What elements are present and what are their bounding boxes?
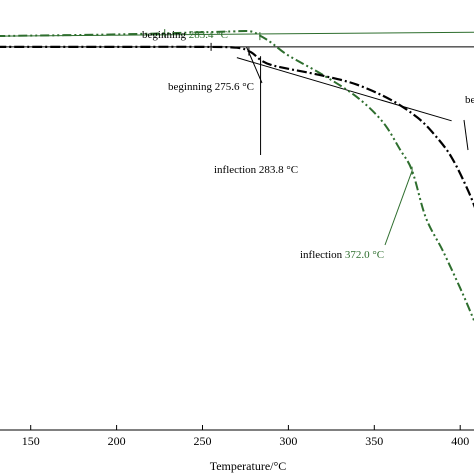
leader-beginning-right [463, 119, 469, 151]
annotation-label: inflection [214, 164, 259, 176]
series-line-green [0, 29, 474, 324]
annotation-label: inflection [300, 249, 345, 261]
annotation-beginning-1: beginning 275.6 °C [168, 81, 254, 93]
x-tick-label: 350 [365, 434, 383, 448]
tick-markers [164, 29, 413, 175]
annotation-value: 283.4 °C [189, 29, 228, 41]
annotation-be-4: be [465, 94, 474, 106]
annotation-inflection-3: inflection 372.0 °C [300, 249, 384, 261]
annotation-label: beginning [142, 29, 189, 41]
x-tick-label: 300 [279, 434, 297, 448]
x-tick-label: 200 [108, 434, 126, 448]
baseline-green [0, 31, 474, 37]
x-axis: 150 200 250 300 350 400 [0, 425, 474, 448]
leader-beginning-black [246, 46, 263, 84]
annotation-value: 372.0 °C [345, 249, 384, 261]
annotation-leaders [246, 46, 469, 246]
annotation-label: beginning [168, 81, 215, 93]
annotation-label: be [465, 94, 474, 106]
annotation-value: 275.6 °C [215, 81, 254, 93]
annotation-value: 283.8 °C [259, 164, 298, 176]
annotation-inflection-2: inflection 283.8 °C [214, 164, 298, 176]
leader-inflection-green [384, 170, 413, 246]
series-line-black [0, 45, 474, 208]
x-tick-label: 150 [22, 434, 40, 448]
x-axis-label: Temperature/°C [210, 459, 287, 473]
series-layer [0, 29, 474, 324]
x-tick-label: 250 [194, 434, 212, 448]
x-tick-label: 400 [451, 434, 469, 448]
annotation-beginning-0: beginning 283.4 °C [142, 29, 228, 41]
